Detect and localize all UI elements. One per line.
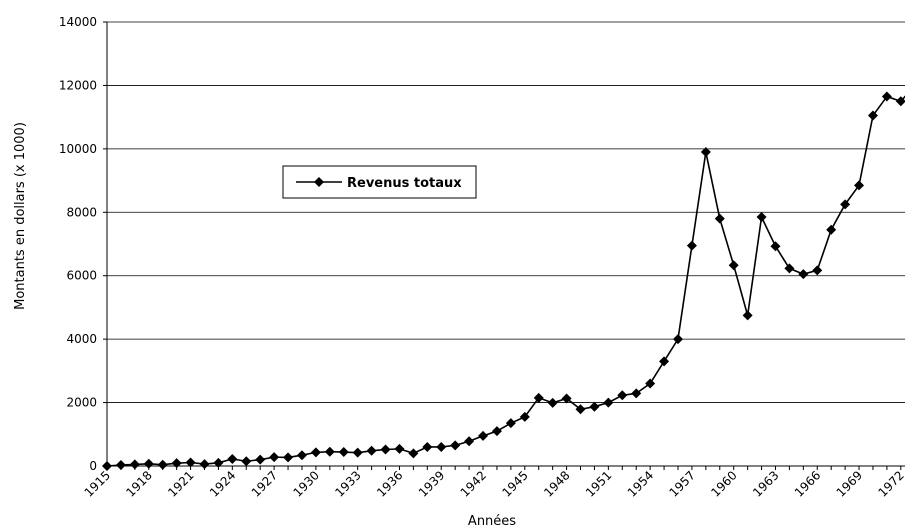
data-point: [227, 454, 238, 465]
data-point: [505, 418, 516, 429]
data-point: [742, 310, 753, 321]
data-point: [199, 459, 210, 470]
data-point: [881, 91, 892, 102]
data-point: [645, 378, 656, 389]
data-point: [213, 457, 224, 468]
x-tick-label: 1951: [583, 468, 614, 499]
legend-marker: [314, 177, 324, 187]
x-tick-label: 1936: [374, 468, 405, 499]
x-tick-label: 1942: [458, 468, 489, 499]
x-tick-label: 1945: [499, 468, 530, 499]
data-point: [157, 459, 168, 470]
x-tick-label: 1960: [708, 468, 739, 499]
y-tick-label: 6000: [66, 269, 97, 283]
data-point: [631, 388, 642, 399]
data-point: [422, 441, 433, 452]
data-point: [171, 458, 182, 469]
data-point: [854, 180, 865, 191]
y-tick-label: 12000: [59, 78, 97, 92]
data-point: [380, 444, 391, 455]
x-tick-label: 1969: [834, 468, 865, 499]
data-point: [589, 401, 600, 412]
x-tick-label: 1921: [165, 468, 196, 499]
x-tick-label: 1954: [625, 468, 656, 499]
data-point: [269, 452, 280, 463]
x-tick-label: 1930: [291, 468, 322, 499]
x-tick-label: 1948: [541, 468, 572, 499]
x-tick-label: 1966: [792, 468, 823, 499]
series: [102, 91, 905, 471]
data-point: [603, 397, 614, 408]
data-point: [575, 404, 586, 415]
data-point: [840, 199, 851, 210]
data-point: [867, 110, 878, 121]
y-axis-title: Montants en dollars (x 1000): [13, 122, 28, 310]
data-point: [519, 411, 530, 422]
data-point: [700, 147, 711, 158]
x-tick-label: 1972: [875, 468, 905, 499]
legend-label: Revenus totaux: [347, 176, 462, 191]
data-point: [478, 430, 489, 441]
data-point: [770, 241, 781, 252]
data-point: [283, 452, 294, 463]
data-point: [464, 436, 475, 447]
data-point: [561, 393, 572, 404]
y-tick-label: 14000: [59, 15, 97, 29]
data-point: [185, 457, 196, 468]
y-tick-label: 0: [89, 459, 97, 473]
data-point: [408, 448, 419, 459]
x-tick-label: 1933: [332, 468, 363, 499]
data-point: [143, 458, 154, 469]
axes: [103, 21, 905, 470]
data-point: [129, 459, 140, 470]
data-point: [366, 445, 377, 456]
data-point: [436, 441, 447, 452]
legend: Revenus totaux: [282, 165, 477, 199]
y-tick-label: 2000: [66, 396, 97, 410]
data-point: [826, 224, 837, 235]
y-tick-label: 10000: [59, 142, 97, 156]
y-tick-label: 8000: [66, 205, 97, 219]
x-tick-label: 1963: [750, 468, 781, 499]
x-tick-label: 1939: [416, 468, 447, 499]
x-tick-label: 1957: [667, 468, 698, 499]
data-point: [338, 447, 349, 458]
data-point: [115, 460, 126, 471]
data-point: [798, 269, 809, 280]
data-point: [659, 356, 670, 367]
x-tick-label: 1918: [123, 468, 154, 499]
data-point: [450, 440, 461, 451]
data-point: [756, 212, 767, 223]
data-point: [784, 263, 795, 274]
data-point: [255, 454, 266, 465]
data-point: [324, 446, 335, 457]
data-point: [352, 447, 363, 458]
x-axis-title: Années: [468, 514, 516, 529]
y-tick-label: 4000: [66, 332, 97, 346]
x-tick-label: 1924: [207, 468, 238, 499]
data-point: [617, 390, 628, 401]
data-point: [672, 334, 683, 345]
data-point: [686, 240, 697, 251]
x-tick-label: 1915: [82, 468, 113, 499]
data-point: [310, 447, 321, 458]
data-point: [394, 443, 405, 454]
data-point: [533, 392, 544, 403]
data-point: [812, 265, 823, 276]
data-point: [241, 456, 252, 467]
data-point: [728, 260, 739, 271]
data-point: [714, 213, 725, 224]
data-point: [895, 96, 905, 107]
tick-labels: 0 2000 4000 6000 8000 10000 12000 14000 1915 1918…: [59, 15, 905, 500]
gridlines: [107, 21, 905, 403]
x-tick-label: 1927: [249, 468, 280, 499]
data-point: [491, 426, 502, 437]
data-point: [296, 450, 307, 461]
data-point: [547, 397, 558, 408]
data-point: [102, 461, 112, 471]
